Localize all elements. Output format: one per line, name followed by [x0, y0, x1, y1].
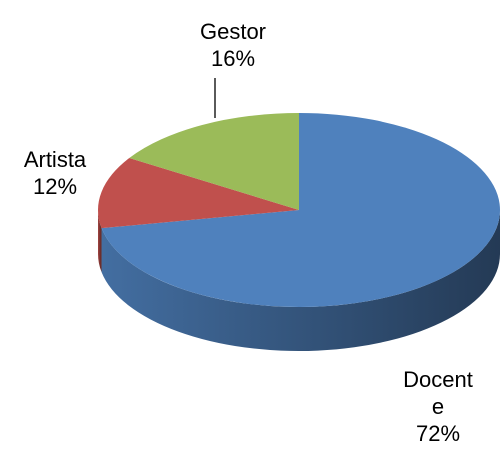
label-category: Artista — [23, 147, 87, 172]
label-value: 12% — [32, 174, 78, 199]
data-label: Artista 12% — [0, 146, 115, 200]
slice — [98, 158, 299, 229]
data-label: Gestor 16% — [173, 18, 293, 72]
data-label: Docente 72% — [403, 366, 473, 447]
slice-side — [101, 210, 500, 351]
label-value: 16% — [210, 46, 256, 71]
label-category: Docente — [403, 367, 473, 419]
slice-side — [98, 210, 102, 273]
label-category: Gestor — [199, 19, 267, 44]
slice — [129, 113, 299, 210]
slice — [101, 113, 500, 307]
label-value: 72% — [415, 421, 461, 446]
